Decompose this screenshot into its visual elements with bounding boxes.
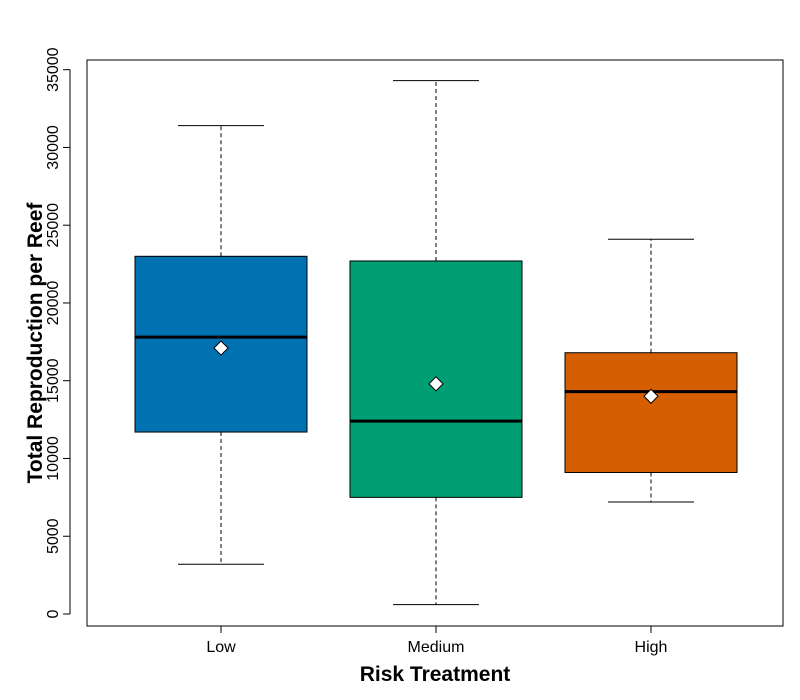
box-low [134,125,308,565]
y-tick-label: 20000 [45,281,62,326]
y-tick-label: 25000 [45,203,62,248]
box-series [134,80,738,606]
x-axis-title: Risk Treatment [360,663,511,686]
y-axis-title: Total Reproduction per Reef [24,202,47,484]
mean-marker [428,376,444,392]
iqr-box [564,352,738,473]
x-axis: Low Medium High [206,625,668,656]
mean-marker [643,388,659,404]
y-tick-label: 35000 [45,47,62,92]
y-tick-label: 0 [45,609,62,618]
mean-marker [213,340,229,356]
y-axis: 0 5000 10000 15000 20000 25000 30000 35000 [45,47,71,618]
y-tick-label: 10000 [45,436,62,481]
x-tick-label: High [635,639,668,656]
box-medium [349,80,523,606]
x-tick-label: Medium [408,639,465,656]
y-tick-label: 5000 [45,518,62,554]
box-high [564,238,738,503]
x-tick-label: Low [206,639,236,656]
y-tick-label: 15000 [45,358,62,403]
y-tick-label: 30000 [45,125,62,170]
